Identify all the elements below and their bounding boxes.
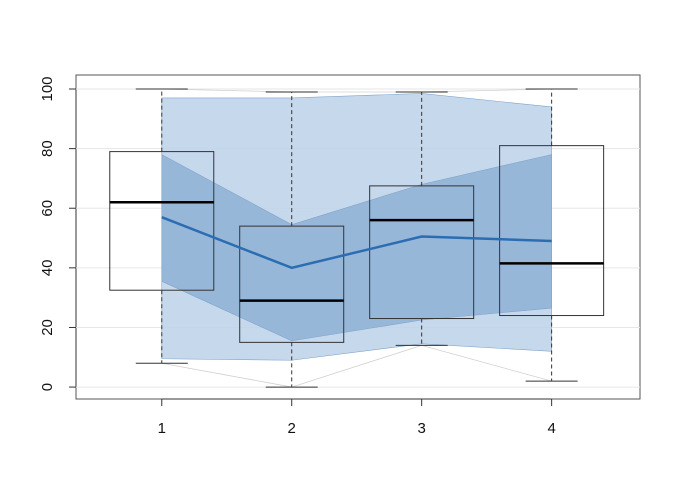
band <box>161 154 552 342</box>
box <box>369 185 475 320</box>
range-connector <box>161 362 292 388</box>
y-tick-label: 60 <box>39 200 56 217</box>
y-tick-label: 100 <box>39 76 56 101</box>
box <box>239 225 345 343</box>
y-tick-label: 20 <box>39 319 56 336</box>
y-tick-label: 0 <box>39 383 56 391</box>
box <box>499 145 605 317</box>
x-tick-label: 3 <box>418 420 426 437</box>
x-tick-label: 2 <box>288 420 296 437</box>
y-tick-label: 80 <box>39 140 56 157</box>
range-connector <box>291 344 422 388</box>
range-connector <box>421 344 552 382</box>
mean-line <box>161 216 552 270</box>
box <box>109 151 215 291</box>
x-tick-label: 1 <box>158 420 166 437</box>
y-tick-label: 40 <box>39 260 56 277</box>
x-tick-label: 4 <box>547 420 555 437</box>
